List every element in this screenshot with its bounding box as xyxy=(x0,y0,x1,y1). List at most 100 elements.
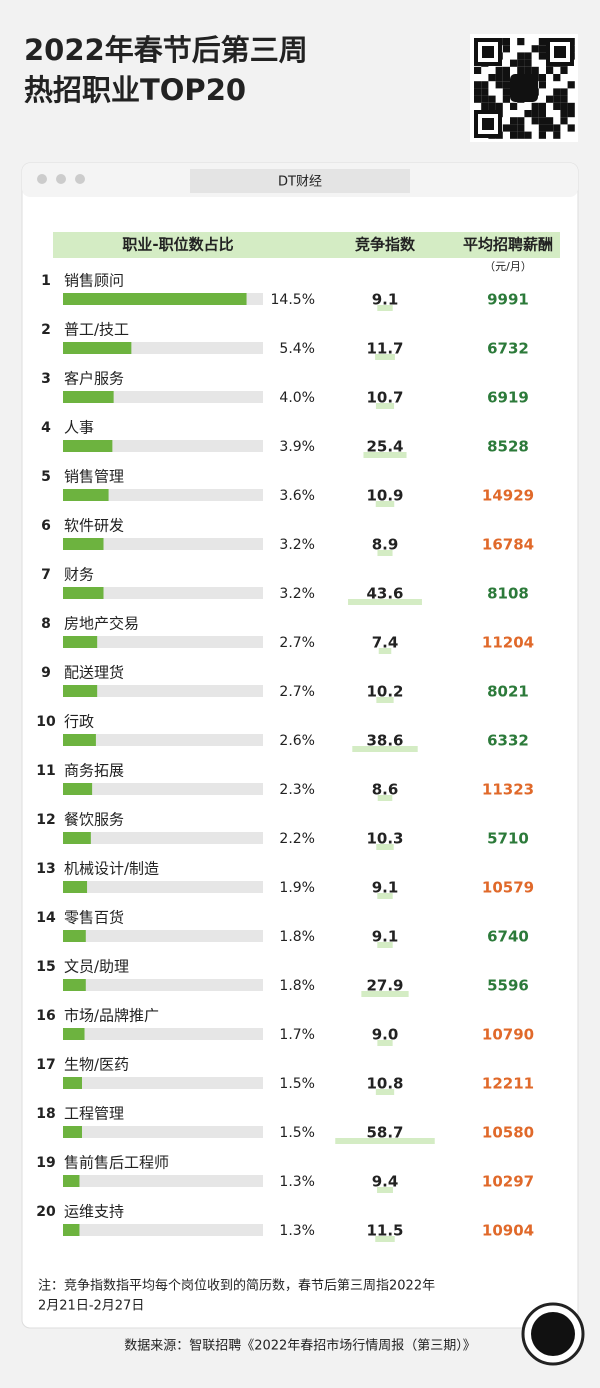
qr-code xyxy=(470,34,578,142)
competition-label: 27.9 xyxy=(366,977,403,995)
competition-label: 9.0 xyxy=(372,1026,399,1044)
qr-cell xyxy=(502,74,510,82)
qr-cell xyxy=(524,66,532,74)
category-label: 售前售后工程师 xyxy=(64,1154,169,1172)
bar xyxy=(63,881,88,893)
bar-track xyxy=(63,1126,263,1138)
qr-cell xyxy=(546,117,554,125)
qr-cell xyxy=(546,95,554,103)
competition-label: 58.7 xyxy=(366,1124,403,1142)
title-line: 2022年春节后第三周 xyxy=(24,33,308,67)
source: 数据来源：智联招聘《2022年春招市场行情周报（第三期）》 xyxy=(124,1338,476,1354)
qr-cell xyxy=(488,102,496,110)
qr-cell xyxy=(560,95,568,103)
competition-bar xyxy=(378,648,392,654)
competition-label: 8.6 xyxy=(372,781,399,799)
bar xyxy=(63,391,114,403)
value-label: 1.8% xyxy=(279,929,315,945)
rank: 3 xyxy=(41,371,51,387)
qr-cell xyxy=(538,131,546,139)
category-label: 人事 xyxy=(64,419,94,437)
rank: 5 xyxy=(41,469,51,485)
qr-cell xyxy=(524,131,532,139)
category-label: 运维支持 xyxy=(64,1203,124,1221)
salary: 8528 xyxy=(487,438,529,456)
qr-cell xyxy=(553,102,561,110)
salary: 6732 xyxy=(487,340,529,358)
competition-label: 10.9 xyxy=(366,487,403,505)
bar-track xyxy=(63,538,263,550)
bar xyxy=(63,342,132,354)
window-title: DT财经 xyxy=(278,175,322,190)
salary: 14929 xyxy=(482,487,534,505)
salary: 9991 xyxy=(487,291,529,309)
value-label: 2.7% xyxy=(279,684,315,700)
qr-cell xyxy=(488,74,496,82)
qr-cell xyxy=(510,102,518,110)
rank: 18 xyxy=(36,1106,55,1122)
rank: 7 xyxy=(41,567,51,583)
competition-bar xyxy=(352,746,418,752)
logo xyxy=(531,1312,575,1356)
category-label: 机械设计/制造 xyxy=(64,860,159,878)
qr-cell xyxy=(538,102,546,110)
bar-track xyxy=(63,1224,263,1236)
qr-cell xyxy=(560,66,568,74)
rank: 13 xyxy=(36,861,55,877)
rank: 19 xyxy=(36,1155,55,1171)
bar xyxy=(63,1126,82,1138)
qr-cell xyxy=(531,102,539,110)
salary: 6332 xyxy=(487,732,529,750)
qr-cell xyxy=(538,110,546,118)
competition-bar xyxy=(377,550,393,556)
qr-cell xyxy=(481,95,489,103)
header-band xyxy=(53,232,560,258)
qr-cell xyxy=(538,117,546,125)
salary: 10297 xyxy=(482,1173,534,1191)
salary: 11323 xyxy=(482,781,534,799)
value-label: 3.6% xyxy=(279,488,315,504)
competition-label: 11.7 xyxy=(366,340,403,358)
bar xyxy=(63,685,98,697)
qr-cell xyxy=(502,124,510,132)
competition-bar xyxy=(377,1040,393,1046)
bar-track xyxy=(63,979,263,991)
column-header: 职业-职位数占比 xyxy=(122,236,233,254)
value-label: 1.8% xyxy=(279,978,315,994)
value-label: 2.3% xyxy=(279,782,315,798)
bar-track xyxy=(63,1077,263,1089)
competition-label: 8.9 xyxy=(372,536,399,554)
rank: 20 xyxy=(36,1204,56,1220)
category-label: 零售百货 xyxy=(64,909,124,927)
qr-cell xyxy=(510,131,518,139)
qr-cell xyxy=(524,110,532,118)
salary: 10579 xyxy=(482,879,534,897)
competition-bar xyxy=(376,697,394,703)
bar xyxy=(63,1224,80,1236)
value-label: 5.4% xyxy=(279,341,315,357)
qr-cell xyxy=(560,88,568,96)
qr-cell xyxy=(524,59,532,67)
bar-track xyxy=(63,881,263,893)
qr-cell xyxy=(560,110,568,118)
qr-logo xyxy=(510,74,538,102)
value-label: 1.9% xyxy=(279,880,315,896)
salary: 10790 xyxy=(482,1026,534,1044)
value-label: 1.5% xyxy=(279,1125,315,1141)
category-label: 客户服务 xyxy=(64,370,124,388)
category-label: 销售管理 xyxy=(64,468,124,486)
competition-bar xyxy=(375,1089,395,1095)
qr-cell xyxy=(517,131,525,139)
column-header: 平均招聘薪酬 xyxy=(463,236,553,254)
qr-cell xyxy=(481,102,489,110)
salary: 16784 xyxy=(482,536,534,554)
salary: 6919 xyxy=(487,389,529,407)
value-label: 3.2% xyxy=(279,586,315,602)
competition-label: 7.4 xyxy=(372,634,399,652)
category-label: 工程管理 xyxy=(64,1105,124,1123)
rank: 6 xyxy=(41,518,51,534)
qr-cell xyxy=(495,81,503,89)
bar-track xyxy=(63,685,263,697)
competition-bar xyxy=(375,354,395,360)
